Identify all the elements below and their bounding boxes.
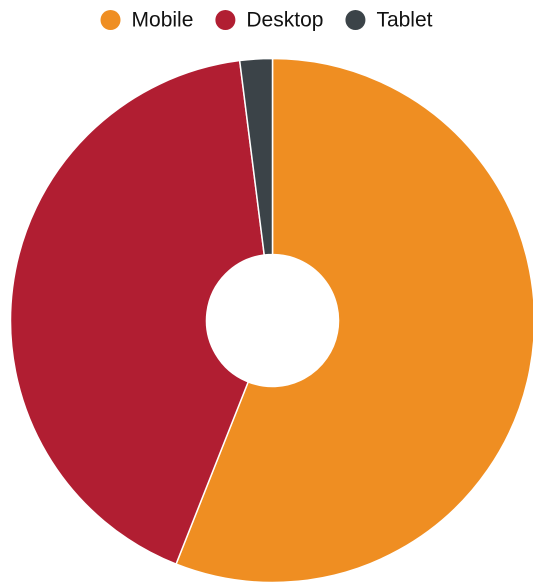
legend-label-tablet: Tablet — [376, 9, 432, 32]
legend-item-desktop[interactable]: Desktop — [215, 9, 323, 32]
legend: Mobile Desktop Tablet — [100, 9, 433, 32]
legend-marker-mobile — [100, 10, 121, 30]
slice-tablet[interactable] — [238, 57, 274, 256]
slices — [9, 57, 533, 582]
legend-marker-desktop — [215, 10, 236, 30]
legend-label-desktop: Desktop — [246, 9, 323, 32]
legend-marker-tablet — [345, 10, 366, 30]
slice-desktop[interactable] — [9, 59, 265, 565]
legend-label-mobile: Mobile — [132, 9, 194, 32]
slice-mobile[interactable] — [175, 57, 533, 582]
legend-item-mobile[interactable]: Mobile — [100, 9, 194, 32]
legend-item-tablet[interactable]: Tablet — [345, 9, 433, 32]
